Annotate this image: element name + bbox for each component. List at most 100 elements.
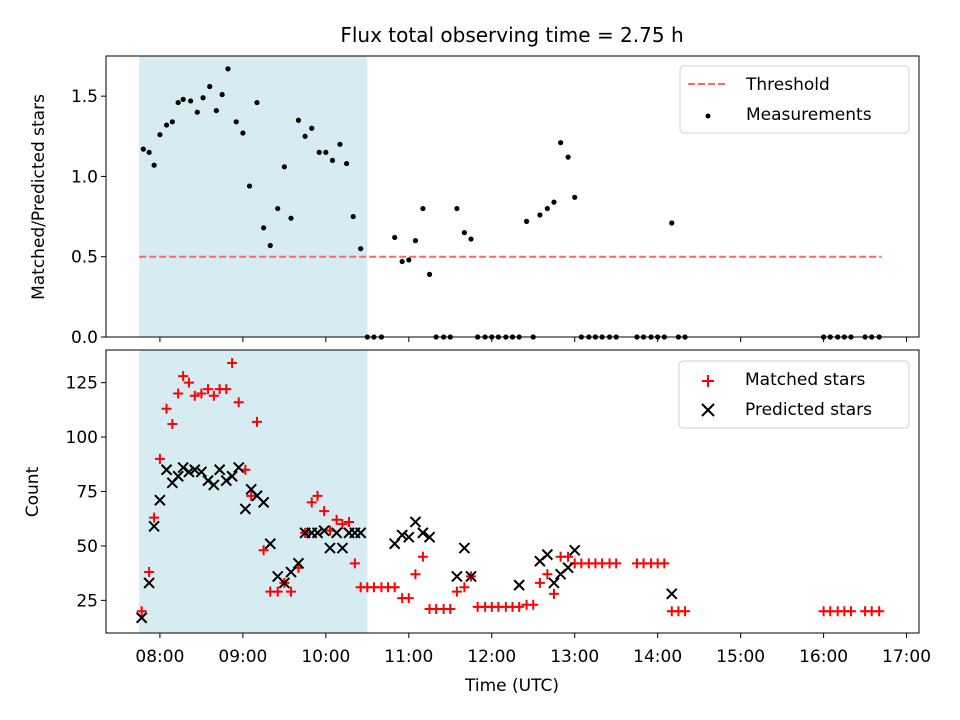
measurement-point	[240, 130, 246, 136]
measurement-point	[175, 99, 181, 106]
y-tick-label: 125	[66, 374, 98, 394]
predicted-star-point	[409, 516, 422, 528]
matched-star-point	[233, 397, 244, 408]
matched-star-point	[149, 512, 160, 523]
measurement-point	[302, 133, 308, 139]
matched-star-point	[459, 582, 470, 593]
measurement-point	[454, 205, 460, 212]
predicted-star-point	[465, 570, 477, 583]
predicted-star-point	[458, 542, 471, 554]
measurement-point	[254, 99, 260, 106]
bottom-panel-y-label: Count	[23, 466, 43, 517]
legend-threshold-label: Threshold	[745, 75, 830, 95]
measurement-point	[350, 213, 356, 220]
measurement-point	[219, 91, 225, 98]
measurement-point	[163, 122, 170, 128]
matched-star-point	[272, 586, 283, 597]
x-tick-label: 14:00	[633, 647, 682, 667]
matched-star-point	[611, 558, 622, 569]
measurement-point	[399, 258, 405, 265]
matched-star-point	[403, 593, 414, 604]
measurement-point	[188, 98, 194, 104]
bottom-panel-x-axis: 08:00 09:00 10:00 11:00 12:00 13:00 14:00 15:00…	[135, 633, 931, 667]
matched-star-point	[203, 384, 214, 395]
measurement-point	[246, 183, 253, 189]
matched-star-point	[680, 606, 691, 617]
x-tick-label: 10:00	[301, 647, 350, 667]
matched-star-point	[251, 416, 262, 427]
matched-star-point	[349, 558, 360, 569]
measurement-point	[180, 96, 186, 102]
top-legend: Threshold Measurements	[679, 65, 910, 134]
predicted-star-point	[396, 529, 408, 541]
matched-star-point	[445, 604, 456, 615]
top-panel: 0.0 0.5 1.0 1.5 Matched/Predicted stars Thr…	[29, 55, 920, 348]
matched-star-point	[344, 516, 355, 527]
predicted-star-point	[220, 474, 232, 487]
x-tick-label: 11:00	[384, 647, 433, 667]
y-tick-label: 25	[76, 591, 98, 611]
predicted-star-point	[513, 579, 525, 591]
measurement-point	[194, 109, 200, 115]
y-tick-label: 1.0	[71, 167, 98, 187]
bottom-panel-x-label: Time (UTC)	[464, 676, 559, 696]
matched-star-point	[183, 377, 194, 388]
measurement-point	[288, 215, 294, 221]
predicted-star-point	[177, 461, 189, 474]
matched-star-point	[542, 569, 553, 580]
measurement-point	[461, 230, 467, 236]
x-tick-label: 16:00	[799, 647, 848, 667]
legend-predicted-swatch	[701, 403, 715, 417]
measurement-point	[213, 107, 219, 114]
measurement-point	[343, 160, 350, 167]
measurement-point	[537, 212, 543, 218]
measurement-point	[207, 83, 213, 90]
measurement-point	[140, 146, 146, 152]
matched-star-point	[874, 606, 885, 617]
matched-star-point	[563, 551, 574, 562]
top-legend-box	[679, 65, 910, 134]
matched-star-point	[331, 514, 342, 525]
y-tick-label: 75	[76, 483, 98, 503]
top-panel-y-axis: 0.0 0.5 1.0 1.5	[71, 87, 106, 348]
predicted-star-point	[148, 520, 160, 533]
predicted-star-point	[569, 544, 581, 556]
measurement-point	[329, 157, 336, 163]
measurement-point	[233, 119, 239, 125]
predicted-star-point	[239, 503, 252, 515]
matched-star-point	[227, 358, 238, 369]
measurement-point	[169, 119, 175, 125]
measurement-point	[669, 220, 675, 226]
predicted-star-point	[135, 612, 148, 624]
matched-star-point	[208, 390, 219, 401]
matched-star-point	[514, 601, 525, 612]
measurement-point	[275, 205, 281, 212]
matched-star-point	[258, 545, 269, 556]
predicted-star-point	[226, 470, 238, 482]
x-tick-label: 12:00	[467, 647, 516, 667]
matched-star-point	[417, 551, 428, 562]
matched-star-point	[173, 388, 184, 399]
measurement-point	[551, 199, 557, 205]
legend-matched-swatch	[702, 375, 714, 387]
measurement-point	[281, 164, 287, 170]
predicted-star-point	[189, 464, 201, 476]
top-panel-shade	[139, 56, 368, 337]
measurement-point	[572, 194, 578, 200]
matched-star-point	[534, 577, 545, 588]
legend-measurements-swatch	[705, 113, 711, 119]
predicted-star-point	[160, 464, 173, 476]
predicted-star-point	[292, 557, 305, 570]
measurement-point	[426, 271, 433, 277]
matched-star-point	[167, 419, 178, 430]
predicted-star-point	[324, 542, 336, 554]
measurement-point	[316, 149, 322, 155]
matched-star-point	[285, 586, 296, 597]
measurement-point	[225, 66, 231, 72]
top-panel-frame	[105, 55, 920, 338]
x-tick-label: 13:00	[550, 647, 599, 667]
predicted-star-point	[451, 570, 463, 583]
chart-title: Flux total observing time = 2.75 h	[340, 23, 683, 47]
measurement-point	[267, 242, 273, 249]
